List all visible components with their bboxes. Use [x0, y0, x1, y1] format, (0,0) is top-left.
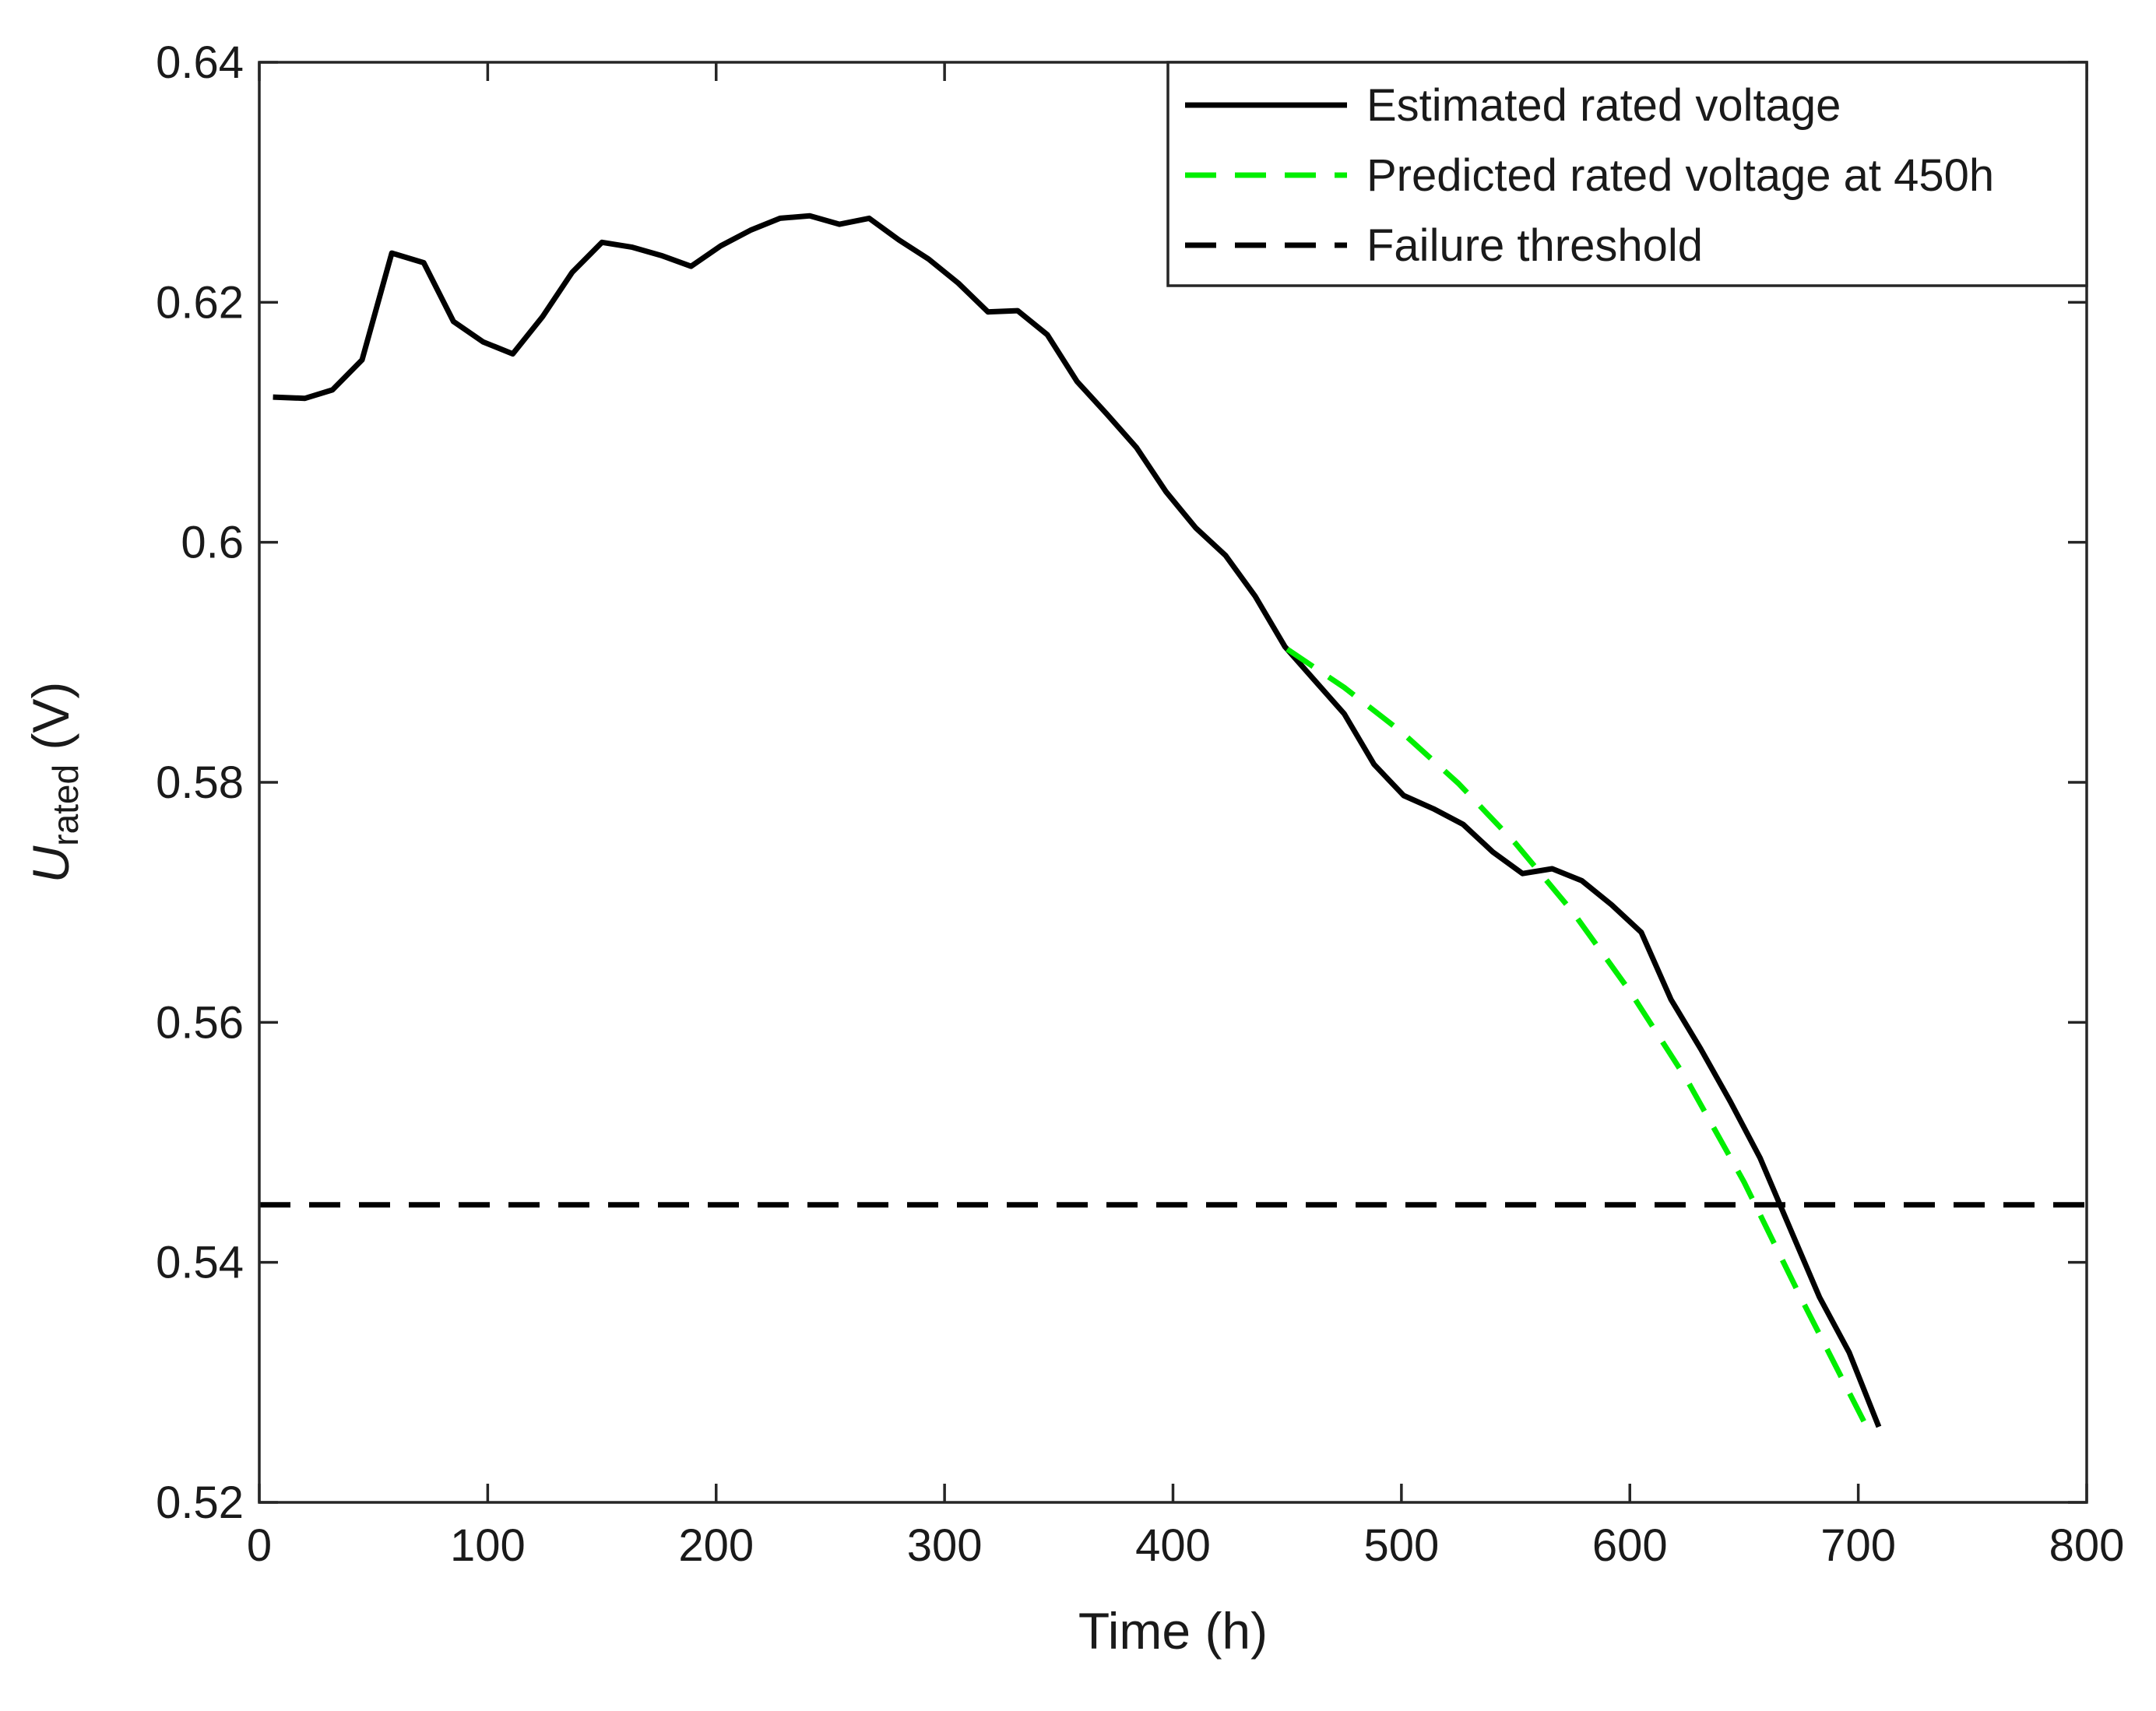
tick-layer: 0 100 200 300 400 500 600 700 800 0.52 0.54 0.56 0.5… — [156, 37, 2124, 1571]
series-layer — [259, 213, 2087, 1435]
legend: Estimated rated voltage Predicted rated v… — [1166, 61, 2088, 287]
x-tick-label: 500 — [1363, 1520, 1439, 1571]
x-tick-label: 100 — [450, 1520, 526, 1571]
series-line-estimated-rated-voltage — [273, 213, 1882, 1428]
x-tick-label: 0 — [247, 1520, 272, 1571]
y-axis-title-main: U — [22, 845, 79, 883]
x-tick-label: 800 — [2049, 1520, 2125, 1571]
legend-box — [1166, 61, 2088, 287]
x-tick-label: 700 — [1820, 1520, 1896, 1571]
legend-label-failure-threshold: Failure threshold — [1366, 220, 1703, 271]
y-axis-title-unit: (V) — [22, 682, 79, 764]
y-axis-title-subscript: rated — [45, 764, 86, 846]
x-tick-label: 300 — [907, 1520, 983, 1571]
legend-label-predicted-rated-voltage-at-450h: Predicted rated voltage at 450h — [1366, 150, 1994, 201]
y-tick-label: 0.52 — [156, 1477, 244, 1528]
x-tick-label: 200 — [678, 1520, 754, 1571]
y-tick-label: 0.6 — [181, 518, 244, 568]
x-tick-label: 600 — [1592, 1520, 1668, 1571]
legend-label-estimated-rated-voltage: Estimated rated voltage — [1366, 80, 1841, 131]
y-tick-label: 0.56 — [156, 997, 244, 1048]
y-tick-label: 0.54 — [156, 1238, 244, 1288]
y-tick-label: 0.58 — [156, 757, 244, 808]
y-tick-label: 0.64 — [156, 37, 244, 88]
x-tick-label: 400 — [1135, 1520, 1211, 1571]
axis-label-layer: Time (h) Urated (V) — [22, 682, 1268, 1660]
x-axis-title: Time (h) — [1078, 1602, 1268, 1660]
series-line-predicted-rated-voltage-at-450h — [1286, 646, 1873, 1435]
y-axis-title: Urated (V) — [22, 682, 86, 884]
y-tick-label: 0.62 — [156, 277, 244, 328]
